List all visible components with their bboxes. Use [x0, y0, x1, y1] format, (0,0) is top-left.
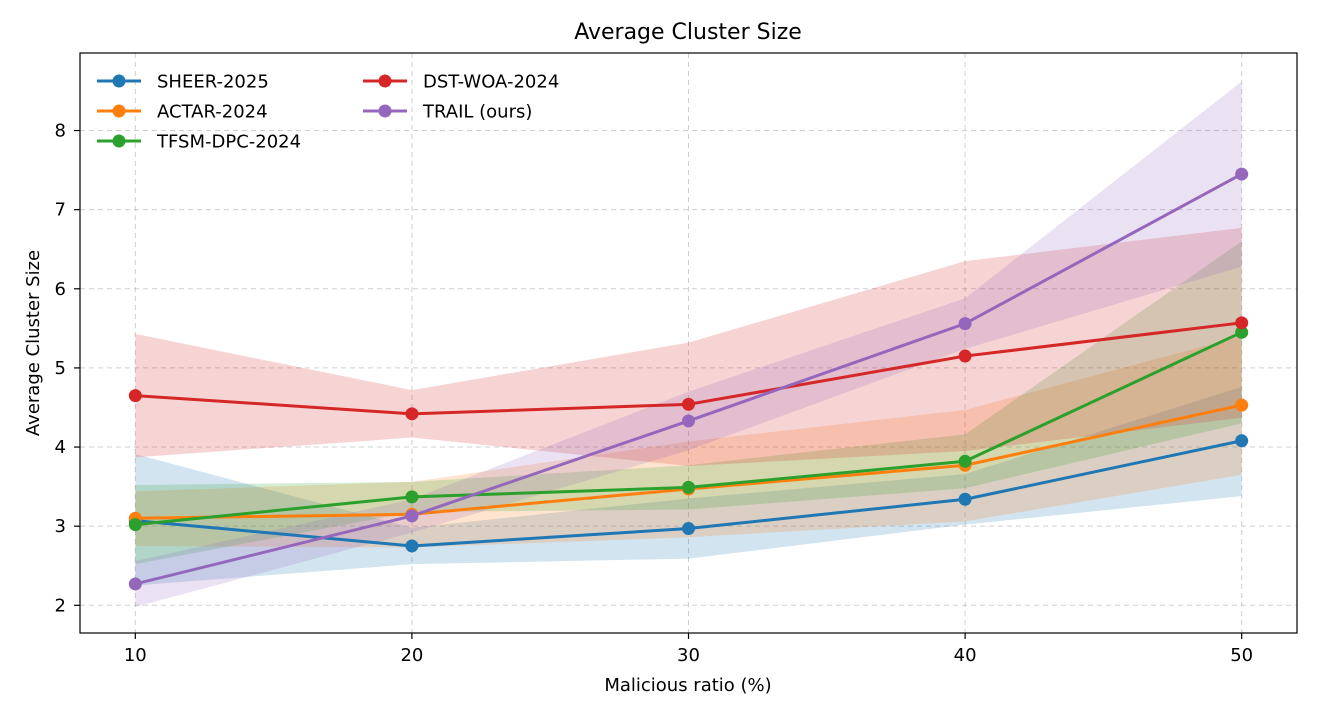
legend-label-series-1: ACTAR-2024 — [157, 102, 268, 123]
point-series-4 — [128, 577, 142, 591]
band-series-2 — [135, 241, 1242, 565]
point-series-0 — [1235, 434, 1249, 448]
x-axis-label: Malicious ratio (%) — [604, 675, 771, 696]
chart-title: Average Cluster Size — [574, 20, 802, 45]
band-series-0 — [135, 386, 1242, 586]
point-series-3 — [958, 349, 972, 363]
y-tick-label: 7 — [55, 200, 66, 221]
legend-label-series-2: TFSM-DPC-2024 — [156, 132, 301, 153]
legend-marker-series-1 — [112, 104, 126, 118]
point-series-3 — [128, 389, 142, 403]
point-series-0 — [405, 539, 419, 553]
point-series-3 — [1235, 316, 1249, 330]
point-series-0 — [682, 522, 695, 536]
y-axis-label: Average Cluster Size — [23, 250, 44, 436]
point-series-3 — [405, 407, 419, 421]
point-series-2 — [1235, 325, 1249, 339]
x-tick-label: 20 — [400, 645, 423, 666]
point-series-4 — [682, 414, 695, 428]
band-series-3 — [135, 227, 1242, 467]
axis-ticks: 10 20 30 40 50 2 3 4 5 6 7 8 — [55, 121, 1254, 666]
legend-marker-series-0 — [112, 74, 126, 88]
band-series-4 — [135, 81, 1242, 607]
x-tick-label: 10 — [124, 645, 147, 666]
point-series-3 — [682, 397, 695, 411]
point-series-2 — [405, 490, 419, 504]
legend-marker-series-4 — [378, 104, 392, 118]
y-tick-label: 2 — [55, 595, 66, 616]
y-tick-label: 8 — [55, 121, 66, 142]
point-series-4 — [958, 317, 972, 331]
legend: SHEER-2025 ACTAR-2024 TFSM-DPC-2024 DST-WOA… — [97, 72, 559, 153]
legend-label-series-4: TRAIL (ours) — [422, 102, 532, 123]
legend-marker-series-2 — [112, 134, 126, 148]
x-tick-label: 30 — [677, 645, 700, 666]
point-series-4 — [1235, 167, 1249, 181]
legend-marker-series-3 — [378, 74, 392, 88]
legend-label-series-0: SHEER-2025 — [157, 72, 269, 93]
point-series-2 — [128, 518, 142, 532]
grid — [80, 53, 1297, 633]
legend-label-series-3: DST-WOA-2024 — [423, 72, 559, 93]
point-series-2 — [682, 480, 695, 494]
y-tick-label: 6 — [55, 279, 66, 300]
y-tick-label: 3 — [55, 516, 66, 537]
x-tick-label: 50 — [1230, 645, 1253, 666]
point-series-0 — [958, 492, 972, 506]
point-series-1 — [1235, 398, 1249, 412]
y-tick-label: 4 — [55, 437, 66, 458]
point-series-2 — [958, 454, 972, 468]
point-series-4 — [405, 509, 419, 523]
series-markers — [128, 167, 1249, 591]
y-tick-label: 5 — [55, 358, 66, 379]
x-tick-label: 40 — [954, 645, 977, 666]
